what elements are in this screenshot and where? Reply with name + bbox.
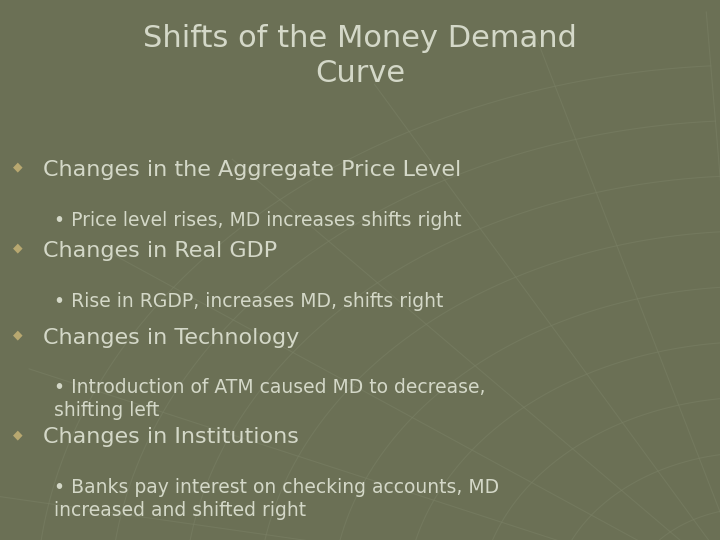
Text: Shifts of the Money Demand
Curve: Shifts of the Money Demand Curve (143, 24, 577, 88)
Text: ◆: ◆ (13, 242, 23, 255)
Text: Changes in Real GDP: Changes in Real GDP (43, 241, 277, 261)
Text: ◆: ◆ (13, 328, 23, 341)
Text: ◆: ◆ (13, 161, 23, 174)
Text: Changes in Institutions: Changes in Institutions (43, 427, 299, 448)
Text: Changes in the Aggregate Price Level: Changes in the Aggregate Price Level (43, 160, 462, 180)
Text: • Introduction of ATM caused MD to decrease,
shifting left: • Introduction of ATM caused MD to decre… (54, 378, 485, 420)
Text: ◆: ◆ (13, 428, 23, 441)
Text: • Rise in RGDP, increases MD, shifts right: • Rise in RGDP, increases MD, shifts rig… (54, 292, 444, 310)
Text: • Price level rises, MD increases shifts right: • Price level rises, MD increases shifts… (54, 211, 462, 229)
Text: Changes in Technology: Changes in Technology (43, 327, 300, 348)
Text: • Banks pay interest on checking accounts, MD
increased and shifted right: • Banks pay interest on checking account… (54, 478, 499, 519)
